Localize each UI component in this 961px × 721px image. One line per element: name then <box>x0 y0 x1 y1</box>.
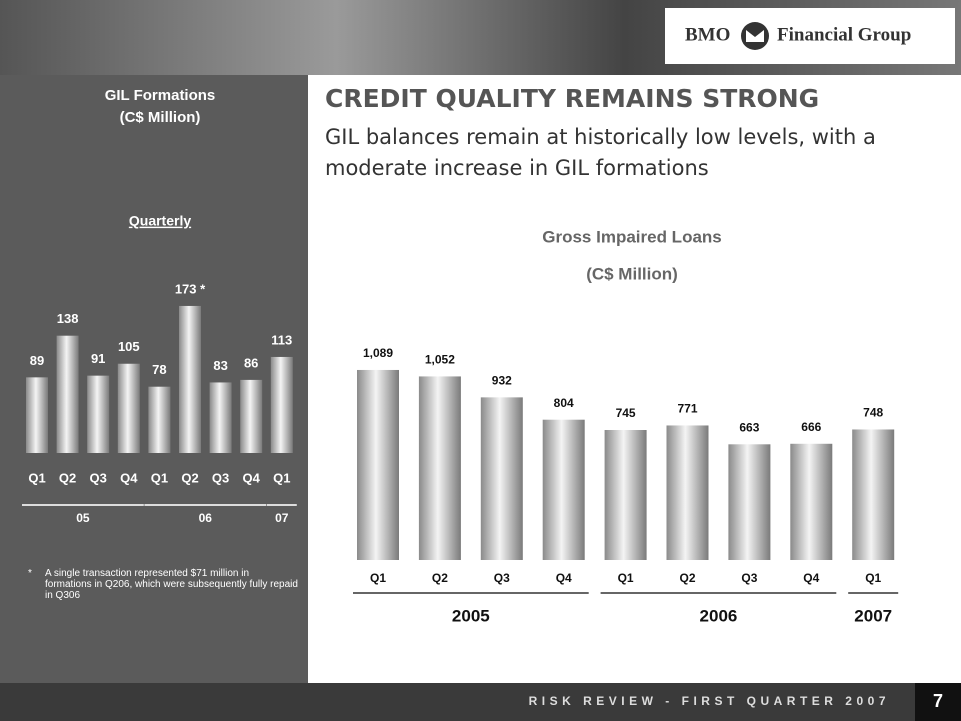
value-label: 91 <box>91 351 105 366</box>
x-tick-label: Q1 <box>865 571 881 585</box>
logo-icon <box>741 22 769 50</box>
value-label: 748 <box>863 406 883 420</box>
value-label: 105 <box>118 339 140 354</box>
value-label: 138 <box>57 311 79 326</box>
page-number: 7 <box>933 691 943 711</box>
footnote: * A single transaction represented $71 mi… <box>28 568 298 601</box>
bar <box>604 429 647 560</box>
bar <box>790 443 833 560</box>
value-label: 663 <box>739 420 759 434</box>
footnote-text: A single transaction represented $71 mil… <box>45 568 298 601</box>
group-label: 07 <box>275 511 289 525</box>
x-tick-label: Q4 <box>120 470 138 485</box>
footer-text: RISK REVIEW - FIRST QUARTER 2007 <box>529 694 890 708</box>
bar <box>480 397 523 560</box>
bar <box>270 356 293 453</box>
footnote-marker: * <box>28 568 32 579</box>
x-tick-label: Q3 <box>90 470 107 485</box>
logo-icon-mark <box>746 30 764 42</box>
value-label: 771 <box>677 402 697 416</box>
bar <box>240 379 263 453</box>
value-label: 86 <box>244 355 258 370</box>
value-label: 804 <box>554 396 574 410</box>
bar <box>148 386 171 453</box>
x-tick-label: Q2 <box>432 571 448 585</box>
x-tick-label: Q2 <box>59 470 76 485</box>
value-label: 89 <box>30 353 44 368</box>
group-label: 05 <box>76 511 90 525</box>
bar <box>728 444 771 560</box>
group-label: 06 <box>199 511 213 525</box>
bar <box>117 363 140 453</box>
slide-subtitle: GIL balances remain at historically low … <box>325 125 876 180</box>
x-tick-label: Q1 <box>273 470 290 485</box>
bar <box>179 305 201 453</box>
logo-text: BMO <box>685 24 730 45</box>
value-label: 78 <box>152 362 166 377</box>
value-label: 173 * <box>175 281 206 296</box>
value-label: 1,089 <box>363 346 393 360</box>
bar <box>542 419 585 560</box>
x-tick-label: Q1 <box>618 571 634 585</box>
chart-title: Gross Impaired Loans <box>542 227 722 246</box>
bar <box>852 429 895 560</box>
value-label: 745 <box>616 406 636 420</box>
bar <box>666 425 709 560</box>
bar <box>357 369 399 560</box>
value-label: 666 <box>801 420 821 434</box>
value-label: 83 <box>213 358 227 373</box>
chart-subtitle: (C$ Million) <box>120 109 201 126</box>
group-label: 2005 <box>452 606 490 625</box>
slide-title: CREDIT QUALITY REMAINS STRONG <box>325 84 820 113</box>
bar <box>56 335 79 453</box>
x-tick-label: Q4 <box>556 571 572 585</box>
x-tick-label: Q2 <box>679 571 695 585</box>
x-tick-label: Q1 <box>370 571 386 585</box>
group-label: 2006 <box>700 606 738 625</box>
group-label: 2007 <box>854 606 892 625</box>
x-tick-label: Q1 <box>151 470 168 485</box>
page-number-box <box>915 683 961 721</box>
bar <box>87 375 110 453</box>
x-tick-label: Q1 <box>28 470 45 485</box>
x-tick-label: Q2 <box>181 470 198 485</box>
bar <box>26 377 48 453</box>
x-tick-label: Q3 <box>494 571 510 585</box>
value-label: 113 <box>271 332 292 347</box>
chart-title: GIL Formations <box>105 87 216 104</box>
footer-bar <box>0 683 961 721</box>
bar <box>209 382 232 453</box>
x-tick-label: Q4 <box>803 571 819 585</box>
bar <box>418 376 461 560</box>
period-label: Quarterly <box>129 213 191 229</box>
x-tick-label: Q3 <box>212 470 229 485</box>
x-tick-label: Q4 <box>243 470 261 485</box>
left-panel <box>0 75 308 683</box>
logo-box <box>665 8 955 64</box>
value-label: 932 <box>492 374 512 388</box>
logo-text: Financial Group <box>777 24 911 45</box>
x-tick-label: Q3 <box>741 571 757 585</box>
value-label: 1,052 <box>425 353 455 367</box>
chart-subtitle: (C$ Million) <box>586 264 678 283</box>
